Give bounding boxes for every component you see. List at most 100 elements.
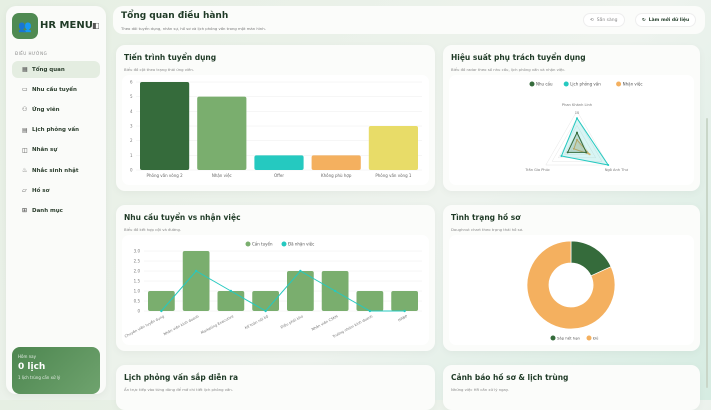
card-title: Lịch phỏng vấn sắp diễn ra [124, 373, 239, 382]
legend-marker [245, 241, 251, 247]
legend-label: Nhận việc [623, 82, 643, 87]
radar-grid [551, 117, 603, 162]
x-tick-label: Kế toán nội bộ [244, 314, 269, 330]
line-point [160, 309, 163, 313]
radar-chart: Nhu cầu Lịch phỏng vấn Nhận việc Phan Khánh… [524, 81, 643, 172]
line-point [368, 309, 372, 313]
calendar-icon: ▤ [22, 126, 28, 134]
x-tick-label: Không phù hợp [321, 173, 352, 178]
y-tick-label: 1.0 [134, 289, 141, 294]
status-badge: ⟲ Sẵn sàng [583, 13, 625, 27]
y-tick-label: 2.0 [134, 269, 141, 274]
doughnut-chart: Sắp hết hạn Đủ [526, 240, 616, 341]
y-tick-label: 0 [130, 168, 133, 173]
cake-icon: ♨ [22, 167, 28, 174]
y-tick-label: 3.0 [134, 249, 141, 254]
legend-marker [586, 335, 592, 341]
radar-point [572, 147, 575, 150]
bar [391, 291, 418, 311]
y-tick-label: 4 [130, 109, 133, 114]
page-title: Tổng quan điều hành [121, 11, 229, 21]
bar [182, 251, 210, 311]
y-tick-label: 2.5 [134, 259, 141, 264]
bar [148, 291, 175, 311]
bar [368, 126, 418, 170]
page-scrollbar[interactable] [706, 118, 708, 388]
pipeline-card: Tiến trình tuyển dụng Biểu đồ cột theo t… [116, 45, 435, 191]
sidebar-item-6[interactable]: ▱ Hồ sơ [12, 182, 100, 199]
radar-grid [545, 110, 609, 166]
bar [217, 291, 245, 311]
sidebar-item-4[interactable]: ◫ Nhân sự [12, 142, 100, 159]
x-tick-label: HRBP [398, 314, 409, 323]
sidebar-item-1[interactable]: ▭ Nhu cầu tuyển [12, 81, 100, 98]
status-text: Sẵn sàng [596, 17, 618, 23]
legend-label: Sắp hết hạn [557, 336, 581, 341]
line-point [194, 269, 198, 273]
sync-icon: ⟲ [590, 17, 594, 23]
legend-label: Cần tuyển [252, 242, 273, 247]
pipeline-bar-chart: 0 1 2 3 4 5 6 Phỏng vấn vòng 2 Nhận việc Offer Khô… [130, 80, 422, 178]
card-title: Hiệu suất phụ trách tuyển dụng [451, 53, 586, 62]
legend-label: Đủ [593, 336, 599, 341]
sidebar-item-label: Nhân sự [32, 147, 58, 154]
y-tick-label: 3 [130, 124, 133, 129]
briefcase-icon: ▭ [22, 86, 28, 94]
radar-axis-label: Phan Khánh Linh [562, 103, 592, 107]
folder-icon: ▱ [22, 187, 27, 195]
line-series [160, 270, 405, 312]
radar-series [566, 131, 588, 153]
radar-tick-label: 10 [575, 111, 580, 115]
today-summary[interactable]: Hôm nay 0 lịch 1 lịch trùng cần xử lý [12, 347, 100, 394]
bar [356, 291, 384, 311]
radar-axis-label: Trần Gia Phúc [524, 168, 550, 172]
radar-point [585, 151, 588, 154]
legend-marker [563, 81, 569, 87]
sidebar-item-label: Nhắc sinh nhật [32, 167, 79, 174]
radar-axis-label: Ngô Anh Thư [605, 168, 629, 172]
line-point [299, 269, 302, 273]
card-title: Cảnh báo hồ sơ & lịch trùng [451, 373, 569, 382]
sidebar-item-5[interactable]: ♨ Nhắc sinh nhật [12, 162, 100, 179]
brand-name: HR MENU [40, 20, 93, 31]
legend-label: Lịch phỏng vấn [570, 82, 601, 87]
y-tick-label: 0 [137, 309, 140, 314]
bar [311, 155, 361, 170]
sidebar-item-3[interactable]: ▤ Lịch phỏng vấn [12, 122, 100, 139]
bar [140, 82, 190, 170]
radar-point [588, 153, 591, 156]
radar-grid [570, 139, 584, 151]
line-point [333, 289, 337, 293]
sidebar-item-2[interactable]: ⚇ Ứng viên [12, 101, 100, 118]
line-point [229, 289, 233, 293]
nav-section-label: ĐIỀU HƯỚNG [15, 51, 48, 56]
radar-point [576, 131, 578, 134]
sidebar-item-label: Danh mục [32, 207, 63, 214]
card-title: Tình trạng hồ sơ [451, 213, 521, 222]
legend-marker [529, 81, 535, 87]
x-tick-label: Chuyên viên tuyển dụng [124, 313, 165, 338]
collapse-sidebar-icon[interactable]: ◧ [92, 21, 100, 30]
sidebar-item-0[interactable]: ▦ Tổng quan [12, 61, 100, 78]
sidebar-item-7[interactable]: ⊞ Danh mục [12, 202, 100, 219]
refresh-button[interactable]: ↻ Làm mới dữ liệu [635, 13, 697, 27]
card-subtitle: Biểu đồ radar theo số nhu cầu, lịch phỏn… [451, 67, 566, 72]
bar [254, 155, 304, 170]
docs-card: Tình trạng hồ sơ Doughnut chart theo trạ… [443, 205, 700, 351]
radar-grid [564, 132, 590, 155]
radar-point [576, 138, 578, 141]
sidebar-item-label: Hồ sơ [32, 187, 50, 194]
y-tick-label: 6 [130, 80, 133, 85]
x-tick-label: Nhận việc [212, 173, 232, 178]
legend-marker [616, 81, 622, 87]
y-tick-label: 2 [130, 138, 133, 143]
card-subtitle: Biểu đồ cột theo trạng thái ứng viên. [124, 67, 194, 72]
x-tick-label: Điều phối kho [280, 314, 304, 329]
line-point [403, 309, 406, 313]
legend-label: Nhu cầu [536, 82, 553, 87]
bar [287, 271, 314, 311]
today-label: Hôm nay [18, 354, 36, 359]
legend-marker [281, 241, 287, 247]
radar-point [576, 117, 578, 120]
card-title: Nhu cầu tuyển vs nhận việc [124, 213, 241, 222]
